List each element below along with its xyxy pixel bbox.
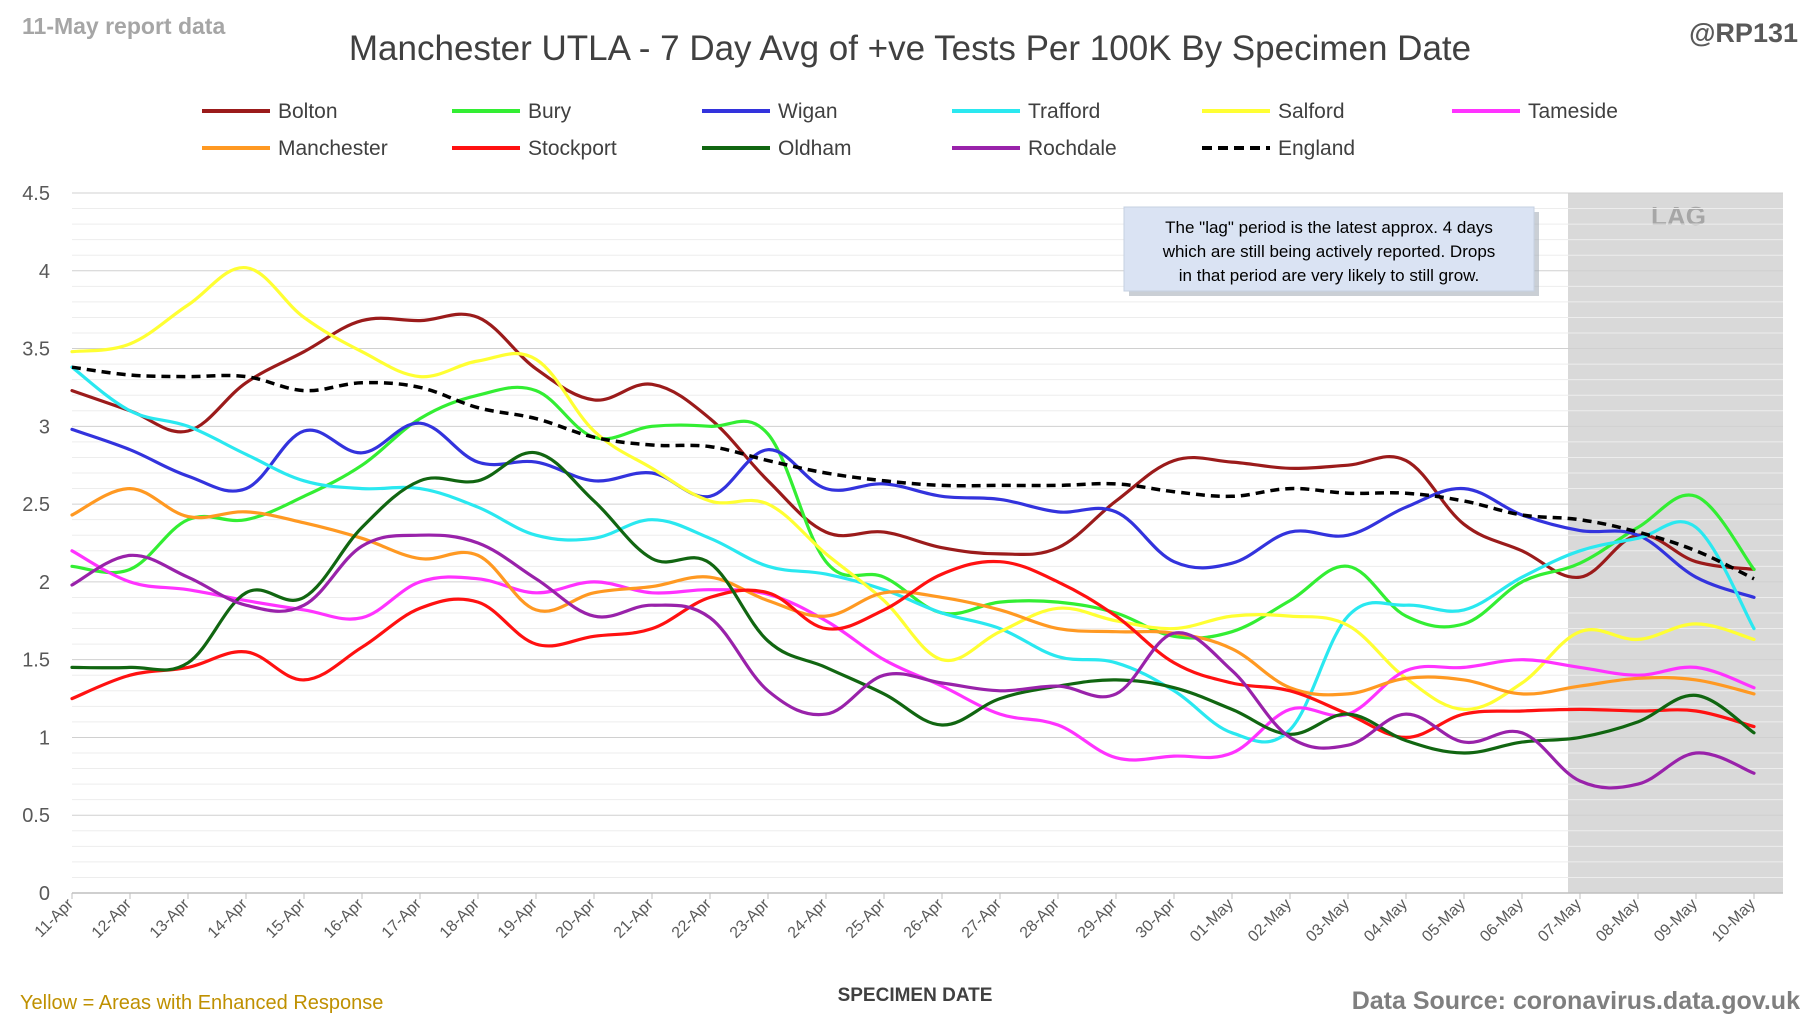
lag-label: LAG xyxy=(1651,201,1706,231)
legend-label: Manchester xyxy=(278,137,388,160)
series-line-trafford xyxy=(70,365,1756,744)
legend-label: England xyxy=(1278,137,1355,160)
series-line-bolton xyxy=(70,312,1756,579)
series-lines xyxy=(70,266,1756,790)
y-tick-label: 0 xyxy=(39,883,50,905)
note-line: in that period are very likely to still … xyxy=(1179,266,1479,285)
legend-label: Oldham xyxy=(778,137,852,160)
data-source: Data Source: coronavirus.data.gov.uk xyxy=(1352,987,1800,1015)
y-tick-label: 3 xyxy=(39,416,50,438)
legend-item-tameside: Tameside xyxy=(1452,100,1618,123)
series-line-tameside xyxy=(70,549,1756,762)
legend-label: Stockport xyxy=(528,137,617,160)
y-tick-label: 4 xyxy=(39,261,50,283)
legend-item-rochdale: Rochdale xyxy=(952,137,1117,160)
legend-label: Bury xyxy=(528,100,572,123)
lag-note: The "lag" period is the latest approx. 4… xyxy=(1123,206,1539,296)
chart-text: 11-May report data Manchester UTLA - 7 D… xyxy=(20,13,1800,1015)
legend-item-stockport: Stockport xyxy=(452,137,617,160)
report-label: 11-May report data xyxy=(22,13,225,39)
x-axis-title: SPECIMEN DATE xyxy=(838,985,993,1006)
legend-label: Wigan xyxy=(778,100,838,123)
legend-item-wigan: Wigan xyxy=(702,100,838,123)
series-line-rochdale xyxy=(70,533,1756,790)
legend-item-trafford: Trafford xyxy=(952,100,1100,123)
series-line-wigan xyxy=(70,421,1756,599)
note-line: which are still being actively reported.… xyxy=(1162,242,1496,261)
y-tick-label: 2 xyxy=(39,572,50,594)
series-line-bury xyxy=(70,385,1756,640)
y-tick-label: 3.5 xyxy=(22,339,50,361)
legend-item-bolton: Bolton xyxy=(202,100,338,123)
legend-label: Bolton xyxy=(278,100,338,123)
legend-label: Trafford xyxy=(1028,100,1100,123)
legend-item-bury: Bury xyxy=(452,100,572,123)
series-line-england xyxy=(71,365,1755,581)
legend-label: Tameside xyxy=(1528,100,1618,123)
y-tick-label: 1 xyxy=(39,727,50,749)
note-line: The "lag" period is the latest approx. 4… xyxy=(1165,218,1493,237)
legend-label: Rochdale xyxy=(1028,137,1117,160)
series-line-stockport xyxy=(70,559,1756,739)
chart-title: Manchester UTLA - 7 Day Avg of +ve Tests… xyxy=(349,29,1471,68)
series-line-salford xyxy=(70,266,1756,712)
y-tick-label: 4.5 xyxy=(22,183,50,205)
legend-item-manchester: Manchester xyxy=(202,137,388,160)
footer-note: Yellow = Areas with Enhanced Response xyxy=(20,992,383,1014)
twitter-handle: @RP131 xyxy=(1689,18,1798,48)
y-tick-label: 1.5 xyxy=(22,650,50,672)
legend-item-salford: Salford xyxy=(1202,100,1345,123)
legend-label: Salford xyxy=(1278,100,1345,123)
note-box xyxy=(1123,206,1535,292)
series-line-oldham xyxy=(70,451,1756,755)
y-tick-label: 0.5 xyxy=(22,805,50,827)
legend: Bolton Bury Wigan Trafford Salford Tameside Ma… xyxy=(202,100,1618,160)
legend-item-england: England xyxy=(1202,137,1355,160)
gridlines xyxy=(72,192,1783,878)
legend-item-oldham: Oldham xyxy=(702,137,852,160)
y-tick-label: 2.5 xyxy=(22,494,50,516)
